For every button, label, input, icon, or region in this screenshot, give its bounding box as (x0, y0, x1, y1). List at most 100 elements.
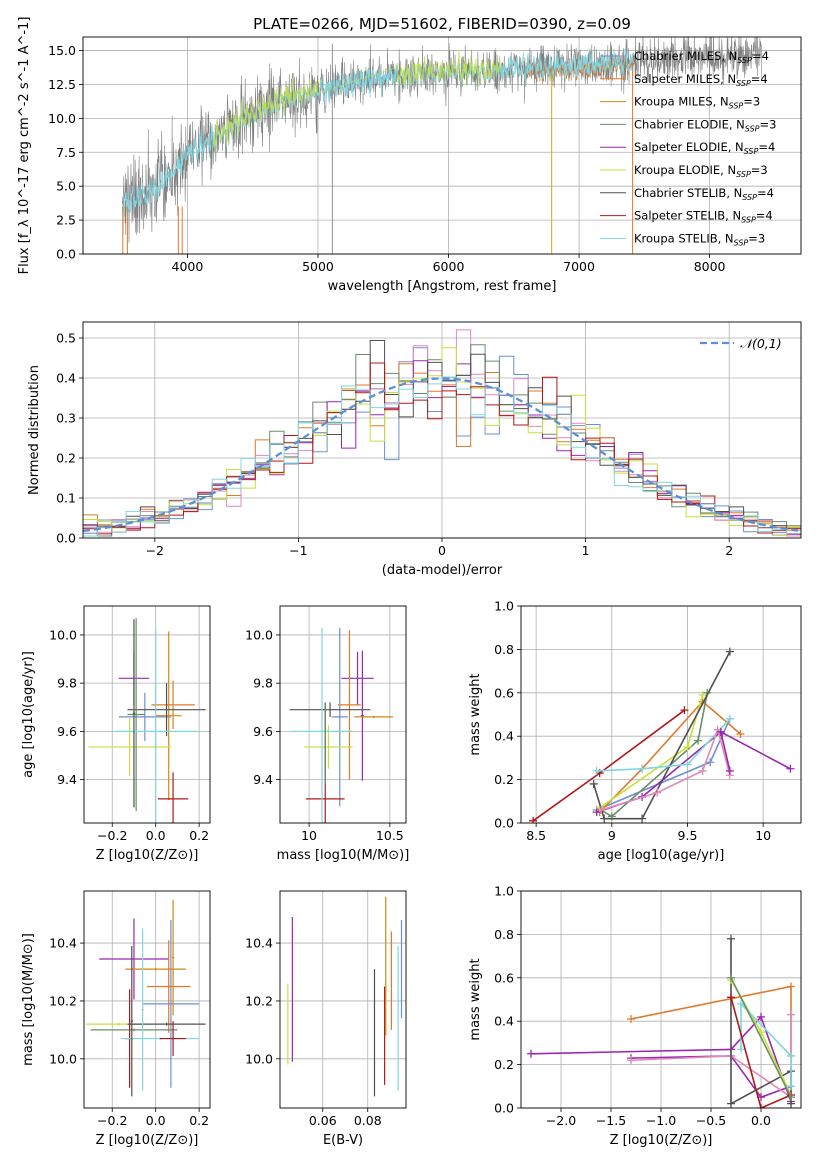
spectrum-panel: 4000 5000 6000 7000 8000 0.0 2.5 5.0 7.5 10.0 12.5… (17, 17, 802, 294)
y-tick-label: 15.0 (48, 43, 76, 58)
mass-weight-line (599, 700, 742, 813)
y-tick-label: 0.3 (56, 411, 76, 426)
error-bar-point (151, 680, 195, 729)
y-tick-label: 2.5 (56, 213, 76, 228)
y-tick-label: 0.6 (494, 685, 514, 700)
error-bar-point (157, 772, 189, 823)
error-bar-point (141, 928, 144, 1091)
x-tick-label: 0.0 (146, 1113, 166, 1128)
legend-label-count: =4 (757, 186, 774, 200)
legend-label: Kroupa MILES, NSSP=3 (634, 95, 760, 111)
y-tick-label: 0.5 (56, 331, 76, 346)
x-tick-label: 10.5 (376, 828, 404, 843)
x-tick-label: 7000 (563, 259, 595, 274)
x-tick-label: 10 (755, 828, 771, 843)
error-bar-point (289, 702, 371, 717)
y-tick-label: 10.2 (245, 993, 273, 1008)
model-spectrum-kroupa-elodie (213, 49, 501, 152)
y-axis-label: Normed distribution (27, 365, 42, 495)
error-bar-point (147, 940, 191, 1033)
mass-weight-line (720, 731, 731, 772)
mass-weight-line (630, 1055, 792, 1099)
x-tick-label: 0.2 (189, 1113, 209, 1128)
error-bar-point (125, 967, 187, 971)
legend-label-count: =3 (748, 231, 765, 245)
y-axis-label: mass [log10(M/M⊙)] (21, 933, 36, 1066)
mass-weight-marker (592, 808, 601, 817)
age-vs-mass-panel: 10 10.5 9.4 9.6 9.8 10.0 mass [log10(M/M⊙)] (245, 605, 410, 863)
mass-weight-marker (787, 1010, 795, 1019)
y-tick-label: 0.4 (494, 729, 514, 744)
axes-box (82, 321, 802, 539)
legend-label: Chabrier MILES, NSSP=4 (634, 49, 769, 65)
massweight-vs-metallicity-panel: −2.0 −1.5 −1.0 −0.5 0.0 0.0 0.2 0.4 0.6 0.8 1.0 Z [… (468, 884, 802, 1148)
legend-label-text: Salpeter ELODIE, N (634, 140, 744, 154)
legend-label-text: Chabrier MILES, N (634, 49, 737, 63)
x-tick-label: 10 (301, 828, 317, 843)
mass-weight-marker (529, 816, 538, 823)
x-tick-label: 9.5 (678, 828, 698, 843)
axes-frame: 10 10.5 9.4 9.6 9.8 10.0 mass [log10(M/M⊙)] (245, 605, 410, 863)
gridlines (84, 606, 210, 823)
legend-label-sub: SSP (737, 56, 752, 65)
x-tick-label: 0.2 (189, 828, 209, 843)
axes-box (520, 605, 802, 824)
error-bar-point (127, 683, 206, 737)
legend-label-text: Salpeter STELIB, N (634, 209, 741, 223)
error-bar-point (324, 702, 327, 785)
error-bar-point (127, 1022, 206, 1026)
mass-weight-marker (725, 647, 734, 656)
error-bar-point (360, 650, 364, 781)
mass-weight-marker (706, 758, 715, 767)
legend-label-text: Kroupa ELODIE, N (634, 163, 736, 177)
legend-label-text: Kroupa STELIB, N (634, 231, 734, 245)
y-tick-label: 10.0 (48, 111, 76, 126)
x-tick-label: 0.06 (309, 1113, 337, 1128)
y-tick-label: 9.8 (57, 676, 77, 691)
axes-box (82, 36, 802, 255)
x-axis-label: (data-model)/error (382, 563, 503, 578)
legend-label-sub: SSP (729, 102, 744, 111)
y-tick-label: 0.8 (494, 927, 514, 942)
legend-label: Salpeter ELODIE, NSSP=4 (634, 140, 775, 156)
error-bar-point (99, 918, 169, 1000)
axes-box (83, 605, 211, 824)
x-tick-label: 8000 (694, 259, 726, 274)
y-tick-label: 9.6 (57, 724, 77, 739)
error-bar-point (90, 1028, 178, 1032)
legend-label-sub: SSP (744, 147, 759, 156)
mass-weight-marker (638, 814, 647, 823)
x-tick-label: −1 (289, 543, 307, 558)
x-axis-label: E(B-V) (323, 1133, 363, 1148)
legend-label-sub: SSP (736, 79, 751, 88)
y-tick-label: 0.4 (56, 371, 76, 386)
mass-weight-line (530, 1015, 792, 1102)
y-tick-label: 0.1 (56, 491, 76, 506)
mass-weight-marker (694, 736, 703, 745)
y-tick-label: 0.6 (494, 970, 514, 985)
legend-label-count: =3 (760, 117, 777, 131)
x-tick-label: 8.5 (526, 828, 546, 843)
y-tick-label: 0.2 (56, 451, 76, 466)
x-axis-label: wavelength [Angstrom, rest frame] (328, 279, 557, 294)
mass-weight-line (596, 718, 731, 772)
error-bar-point (142, 919, 200, 1088)
axes-box (83, 890, 211, 1109)
legend-label: Salpeter MILES, NSSP=4 (634, 72, 768, 88)
mass-weight-marker (627, 1056, 635, 1065)
y-tick-label: 1.0 (494, 884, 514, 899)
x-axis-label: Z [log10(Z/Z⊙)] (96, 848, 199, 863)
legend-label-count: =4 (751, 72, 768, 86)
x-tick-label: −0.2 (97, 828, 127, 843)
x-tick-label: 5000 (302, 259, 334, 274)
mass-vs-metallicity-panel: −0.2 0.0 0.2 10.0 10.2 10.4 Z [log10(Z/Z⊙)] mas… (21, 890, 211, 1148)
y-tick-label: 12.5 (48, 77, 76, 92)
mass-weight-marker (787, 1082, 795, 1091)
observed-spectrum (121, 37, 763, 243)
x-axis-label: mass [log10(M/M⊙)] (277, 848, 410, 863)
mass-weight-marker (680, 706, 689, 715)
axes-frame: 0.06 0.08 10.0 10.2 10.4 E(B-V) (245, 890, 407, 1148)
mass-weight-marker (757, 1012, 765, 1021)
legend-label-count: =3 (743, 95, 760, 109)
y-axis-label: age [log10(age/yr)] (21, 651, 36, 778)
